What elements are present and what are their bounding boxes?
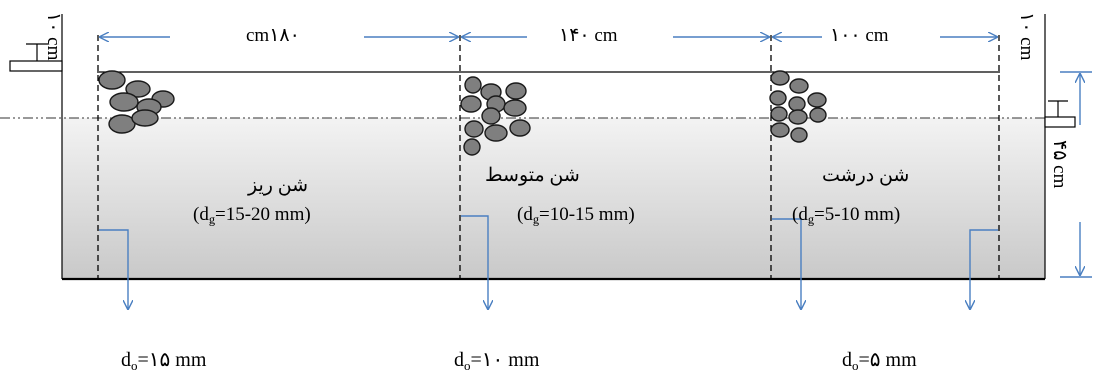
drain-arrow-3 bbox=[772, 218, 801, 309]
gravel-pebble bbox=[131, 109, 159, 127]
left-gap-label: ۱۰ cm bbox=[43, 12, 64, 61]
drain-arrow-2 bbox=[461, 215, 488, 309]
zone2-grain-size: (dg=10-15 mm) bbox=[517, 205, 635, 226]
outlet3-suffix: =۵ mm bbox=[858, 349, 917, 371]
outlet1-sub: o bbox=[131, 357, 138, 373]
zone2-grain-suffix: =10-15 mm) bbox=[539, 204, 635, 225]
zone1-grain-suffix: =15-20 mm) bbox=[215, 204, 311, 225]
zone3-grain-prefix: (d bbox=[792, 204, 808, 225]
outlet-pipe bbox=[1044, 100, 1076, 128]
gravel-group bbox=[98, 70, 827, 156]
zone3-name: شن درشت bbox=[822, 165, 910, 186]
gravel-pebble bbox=[770, 70, 790, 86]
gravel-pebble bbox=[464, 76, 482, 94]
gravel-pebble bbox=[788, 96, 806, 112]
gravel-pebble bbox=[807, 92, 827, 108]
outlet2-diameter: do=۱۰ mm bbox=[454, 350, 539, 372]
drain-arrows bbox=[99, 215, 998, 309]
gravel-pebble bbox=[809, 107, 827, 123]
gravel-pebble bbox=[484, 124, 508, 142]
zone1-grain-sub: g bbox=[208, 212, 215, 227]
zone1-length-label: cm۱۸۰ bbox=[246, 25, 300, 46]
outlet3-diameter: do=۵ mm bbox=[842, 350, 917, 372]
zone1-grain-prefix: (d bbox=[193, 204, 209, 225]
gravel-pebble bbox=[769, 90, 787, 106]
drain-arrow-4 bbox=[970, 229, 998, 309]
right-gap-label: ۱۰ cm bbox=[1016, 12, 1037, 61]
gravel-pebble bbox=[505, 82, 527, 100]
zone3-grain-sub: g bbox=[807, 212, 814, 227]
zone1-name: شن ریز bbox=[248, 175, 309, 196]
gravel-pebble bbox=[109, 92, 139, 112]
gravel-pebble bbox=[460, 95, 482, 113]
gravel-pebble bbox=[481, 107, 501, 125]
gravel-pebble bbox=[464, 120, 484, 138]
zone2-name: شن متوسط bbox=[485, 165, 580, 186]
gravel-pebble bbox=[509, 119, 531, 137]
gravel-pebble bbox=[770, 122, 790, 138]
zone3-grain-suffix: =5-10 mm) bbox=[814, 204, 901, 225]
outlet2-suffix: =۱۰ mm bbox=[470, 349, 540, 371]
zone2-length-label: ۱۴۰ cm bbox=[559, 25, 618, 46]
gravel-pebble bbox=[98, 70, 126, 90]
outlet1-diameter: do=۱۵ mm bbox=[121, 350, 206, 372]
gravel-pebble bbox=[463, 138, 481, 156]
outlet3-prefix: d bbox=[842, 349, 852, 371]
zone2-grain-prefix: (d bbox=[517, 204, 533, 225]
inlet-pipe bbox=[9, 43, 63, 72]
gravel-pebble bbox=[108, 114, 136, 134]
zone3-length-label: ۱۰۰ cm bbox=[830, 25, 889, 46]
gravel-pebble bbox=[788, 109, 808, 125]
depth-dimension bbox=[1060, 71, 1092, 278]
depth-label: ۴۵ cm bbox=[1049, 140, 1070, 189]
water-region bbox=[62, 118, 1045, 278]
outlet2-prefix: d bbox=[454, 349, 464, 371]
outlet2-sub: o bbox=[464, 357, 471, 373]
zone2-grain-sub: g bbox=[532, 212, 539, 227]
gravel-pebble bbox=[790, 127, 808, 143]
drain-arrow-1 bbox=[99, 229, 128, 309]
outlet3-sub: o bbox=[852, 357, 859, 373]
gravel-pebble bbox=[125, 80, 151, 98]
gravel-pebble bbox=[503, 99, 527, 117]
gravel-pebble bbox=[770, 106, 788, 122]
gravel-pebble bbox=[789, 78, 809, 94]
zone3-grain-size: (dg=5-10 mm) bbox=[792, 205, 900, 226]
outlet1-prefix: d bbox=[121, 349, 131, 371]
zone1-grain-size: (dg=15-20 mm) bbox=[193, 205, 311, 226]
outlet1-suffix: =۱۵ mm bbox=[137, 349, 207, 371]
